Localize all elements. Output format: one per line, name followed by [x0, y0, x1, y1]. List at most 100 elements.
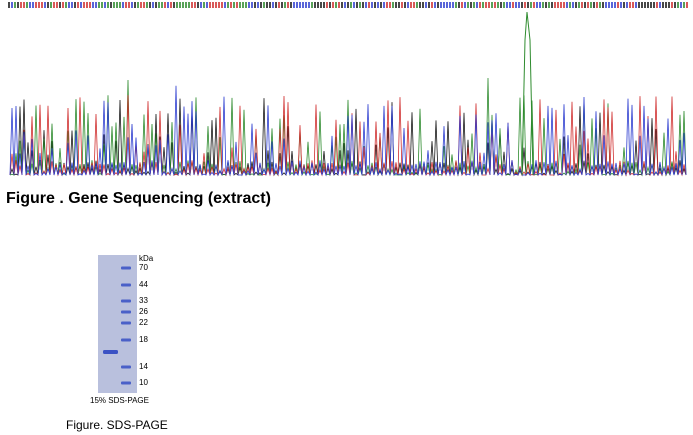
- base-letter: [95, 2, 97, 8]
- base-letter: [242, 2, 244, 8]
- base-letter: [179, 2, 181, 8]
- unit-label: kDa: [139, 254, 154, 263]
- base-letter: [236, 2, 238, 8]
- base-letter: [377, 2, 379, 8]
- base-letter: [593, 2, 595, 8]
- base-letter: [362, 2, 364, 8]
- base-letter: [491, 2, 493, 8]
- base-letter: [653, 2, 655, 8]
- base-letter: [260, 2, 262, 8]
- base-letter: [359, 2, 361, 8]
- base-letter: [605, 2, 607, 8]
- base-letter: [581, 2, 583, 8]
- base-letter: [380, 2, 382, 8]
- figure-caption: Figure . Gene Sequencing (extract): [6, 190, 271, 207]
- base-letter: [566, 2, 568, 8]
- base-letter: [479, 2, 481, 8]
- base-letter: [632, 2, 634, 8]
- base-letter: [572, 2, 574, 8]
- base-letter: [197, 2, 199, 8]
- base-letter: [584, 2, 586, 8]
- marker-label: 14: [139, 362, 148, 371]
- base-letter: [98, 2, 100, 8]
- base-letter: [92, 2, 94, 8]
- marker-band: [121, 299, 131, 303]
- base-letter: [353, 2, 355, 8]
- base-letter: [116, 2, 118, 8]
- base-letter: [512, 2, 514, 8]
- base-letter: [608, 2, 610, 8]
- base-letter: [506, 2, 508, 8]
- base-letter: [563, 2, 565, 8]
- marker-band: [121, 365, 131, 369]
- base-letter: [188, 2, 190, 8]
- base-letter: [671, 2, 673, 8]
- base-letter: [557, 2, 559, 8]
- base-letter: [428, 2, 430, 8]
- base-letter: [224, 2, 226, 8]
- base-letter: [11, 2, 13, 8]
- base-letter: [374, 2, 376, 8]
- base-letter: [422, 2, 424, 8]
- base-letter: [335, 2, 337, 8]
- base-letter: [221, 2, 223, 8]
- base-letter: [470, 2, 472, 8]
- base-letter: [302, 2, 304, 8]
- base-letter: [329, 2, 331, 8]
- base-letter: [530, 2, 532, 8]
- base-letter: [551, 2, 553, 8]
- base-letter: [53, 2, 55, 8]
- base-letter: [209, 2, 211, 8]
- base-letter: [641, 2, 643, 8]
- base-letter: [404, 2, 406, 8]
- base-letter: [467, 2, 469, 8]
- base-letter: [254, 2, 256, 8]
- base-letter: [89, 2, 91, 8]
- base-letter: [35, 2, 37, 8]
- base-letter: [341, 2, 343, 8]
- base-letter: [248, 2, 250, 8]
- base-letter: [629, 2, 631, 8]
- base-letter: [371, 2, 373, 8]
- base-letter: [266, 2, 268, 8]
- base-letter: [101, 2, 103, 8]
- base-letter: [182, 2, 184, 8]
- base-letter: [293, 2, 295, 8]
- marker-label: 26: [139, 307, 148, 316]
- base-letter: [347, 2, 349, 8]
- base-letter: [518, 2, 520, 8]
- base-letter: [173, 2, 175, 8]
- base-letter: [227, 2, 229, 8]
- marker-band: [121, 381, 131, 385]
- base-letter: [365, 2, 367, 8]
- base-letter: [215, 2, 217, 8]
- base-letter: [191, 2, 193, 8]
- base-letter: [23, 2, 25, 8]
- base-letter: [443, 2, 445, 8]
- base-letter: [587, 2, 589, 8]
- base-letter: [257, 2, 259, 8]
- base-letter: [311, 2, 313, 8]
- base-letter: [59, 2, 61, 8]
- base-letter: [473, 2, 475, 8]
- base-letter: [338, 2, 340, 8]
- base-letter: [431, 2, 433, 8]
- base-letter: [332, 2, 334, 8]
- base-letter: [635, 2, 637, 8]
- base-letter: [524, 2, 526, 8]
- base-letter: [482, 2, 484, 8]
- base-letter: [20, 2, 22, 8]
- marker-label: 10: [139, 378, 148, 387]
- base-letter: [548, 2, 550, 8]
- base-letter: [542, 2, 544, 8]
- base-letter: [392, 2, 394, 8]
- base-letter: [152, 2, 154, 8]
- figure-caption: Figure. SDS-PAGE: [66, 418, 168, 432]
- base-letter: [308, 2, 310, 8]
- base-letter: [419, 2, 421, 8]
- base-letter: [440, 2, 442, 8]
- trace-peak: [521, 11, 534, 176]
- base-letter: [356, 2, 358, 8]
- base-letter: [680, 2, 682, 8]
